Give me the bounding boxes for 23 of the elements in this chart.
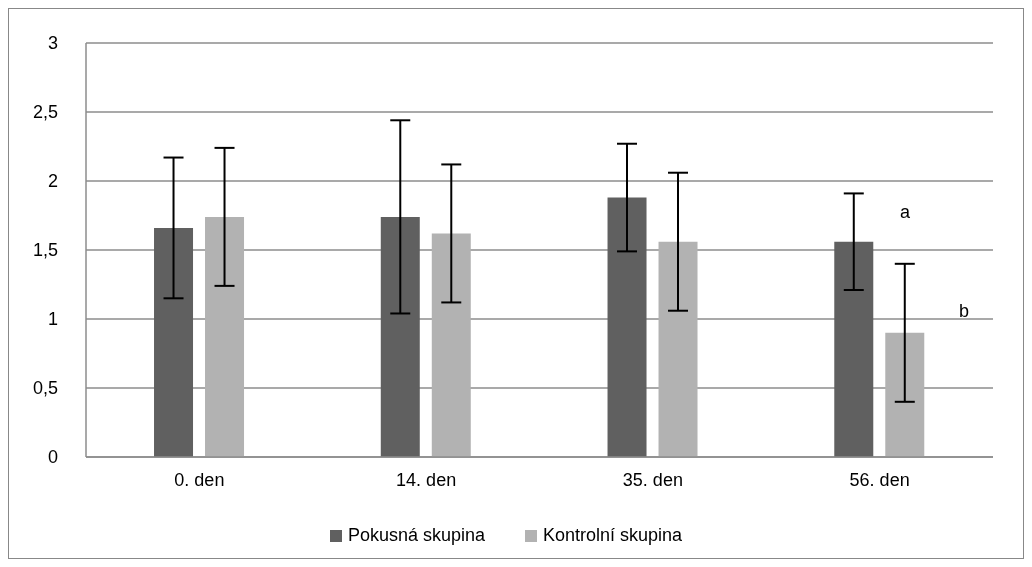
- bar: [885, 332, 925, 457]
- legend-label: Kontrolní skupina: [543, 525, 683, 546]
- y-tick-label: 1,5: [32, 240, 58, 261]
- y-tick-label: 1: [47, 309, 58, 330]
- bar: [658, 241, 698, 457]
- x-tick-label: 14. den: [396, 469, 457, 490]
- y-tick-label: 0,5: [32, 378, 58, 399]
- bar: [205, 216, 245, 457]
- x-tick-label: 56. den: [849, 469, 910, 490]
- bar: [834, 241, 874, 457]
- annotation: b: [959, 301, 970, 321]
- y-tick-label: 2: [47, 171, 58, 192]
- annotation: a: [900, 202, 911, 222]
- x-tick-label: 0. den: [174, 469, 225, 490]
- x-tick-label: 35. den: [622, 469, 683, 490]
- bar: [154, 227, 194, 457]
- bar: [380, 216, 420, 457]
- bar: [431, 233, 471, 457]
- legend-label: Pokusná skupina: [347, 525, 485, 546]
- y-tick-label: 3: [47, 33, 58, 54]
- y-tick-label: 2,5: [32, 102, 58, 123]
- y-tick-label: 0: [47, 447, 58, 468]
- bar: [607, 197, 647, 457]
